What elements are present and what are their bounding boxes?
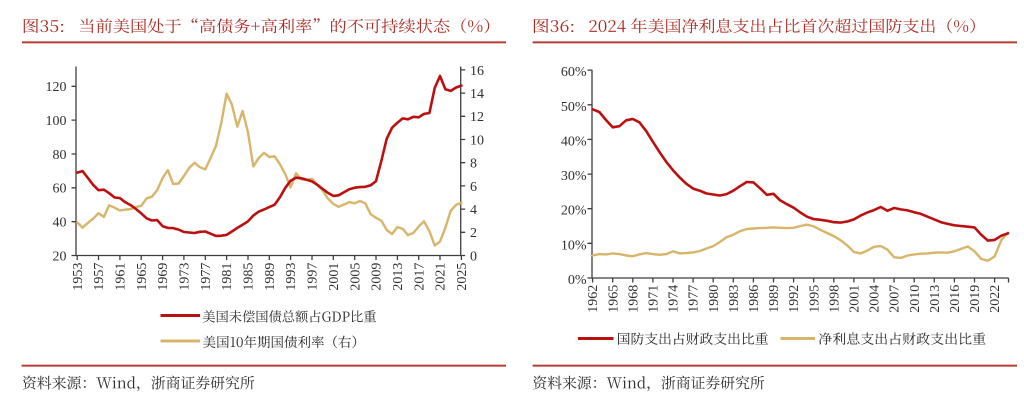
svg-text:1995: 1995 bbox=[807, 285, 822, 313]
svg-text:12: 12 bbox=[470, 110, 484, 125]
svg-text:1985: 1985 bbox=[242, 263, 257, 291]
svg-text:1977: 1977 bbox=[687, 285, 702, 313]
svg-text:1973: 1973 bbox=[178, 263, 193, 291]
svg-text:8: 8 bbox=[470, 157, 477, 172]
svg-text:2: 2 bbox=[470, 226, 477, 241]
svg-text:1983: 1983 bbox=[727, 285, 742, 313]
svg-text:1957: 1957 bbox=[92, 263, 107, 291]
svg-text:2019: 2019 bbox=[968, 285, 983, 313]
svg-text:2009: 2009 bbox=[370, 263, 385, 291]
svg-text:1965: 1965 bbox=[606, 285, 621, 313]
svg-text:100: 100 bbox=[46, 114, 67, 129]
svg-text:40%: 40% bbox=[561, 134, 587, 149]
svg-text:0: 0 bbox=[470, 249, 477, 264]
svg-text:2004: 2004 bbox=[868, 285, 883, 313]
svg-text:0%: 0% bbox=[568, 273, 587, 288]
svg-text:20: 20 bbox=[53, 249, 67, 264]
svg-text:6: 6 bbox=[470, 180, 477, 195]
svg-text:60%: 60% bbox=[561, 65, 587, 80]
svg-text:1961: 1961 bbox=[114, 263, 129, 291]
svg-text:1969: 1969 bbox=[156, 263, 171, 291]
svg-text:1986: 1986 bbox=[747, 285, 762, 313]
svg-text:1989: 1989 bbox=[263, 263, 278, 291]
svg-text:1953: 1953 bbox=[71, 263, 86, 291]
svg-text:10: 10 bbox=[470, 133, 484, 148]
svg-text:80: 80 bbox=[53, 148, 67, 163]
svg-text:14: 14 bbox=[470, 87, 484, 102]
svg-text:2021: 2021 bbox=[434, 263, 449, 291]
svg-text:30%: 30% bbox=[561, 169, 587, 184]
svg-text:1974: 1974 bbox=[667, 285, 682, 313]
svg-text:1980: 1980 bbox=[707, 285, 722, 313]
svg-text:120: 120 bbox=[46, 80, 67, 95]
svg-text:2022: 2022 bbox=[988, 285, 1003, 313]
svg-text:1965: 1965 bbox=[135, 263, 150, 291]
svg-text:2005: 2005 bbox=[348, 263, 363, 291]
svg-text:40: 40 bbox=[53, 216, 67, 231]
svg-text:2013: 2013 bbox=[391, 263, 406, 291]
svg-text:2013: 2013 bbox=[928, 285, 943, 313]
svg-text:1962: 1962 bbox=[586, 285, 601, 313]
svg-text:1968: 1968 bbox=[626, 285, 641, 313]
svg-text:1998: 1998 bbox=[827, 285, 842, 313]
svg-text:2025: 2025 bbox=[455, 263, 470, 291]
svg-text:1992: 1992 bbox=[787, 285, 802, 313]
svg-text:2001: 2001 bbox=[848, 285, 863, 313]
svg-text:1971: 1971 bbox=[647, 285, 662, 313]
svg-text:4: 4 bbox=[470, 203, 477, 218]
svg-text:50%: 50% bbox=[561, 100, 587, 115]
svg-text:2001: 2001 bbox=[327, 263, 342, 291]
svg-text:2007: 2007 bbox=[888, 285, 903, 313]
svg-text:60: 60 bbox=[53, 182, 67, 197]
svg-text:1997: 1997 bbox=[306, 263, 321, 291]
svg-text:1989: 1989 bbox=[767, 285, 782, 313]
svg-text:20%: 20% bbox=[561, 204, 587, 219]
svg-text:10%: 10% bbox=[561, 238, 587, 253]
svg-text:1981: 1981 bbox=[220, 263, 235, 291]
svg-text:1993: 1993 bbox=[284, 263, 299, 291]
svg-text:1977: 1977 bbox=[199, 263, 214, 291]
svg-text:16: 16 bbox=[470, 64, 484, 79]
svg-text:2010: 2010 bbox=[908, 285, 923, 313]
svg-text:2016: 2016 bbox=[948, 285, 963, 313]
svg-text:2017: 2017 bbox=[412, 263, 427, 291]
